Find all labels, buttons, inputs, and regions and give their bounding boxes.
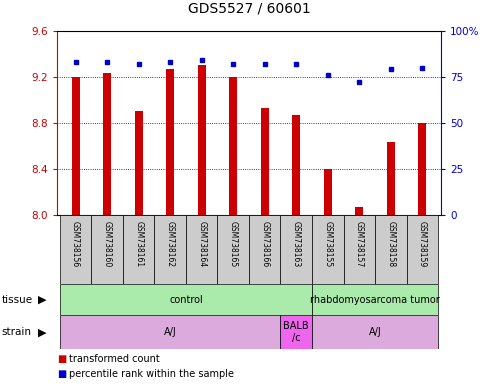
Bar (281, 215, 312, 284)
Bar (249, 215, 281, 284)
Bar (60, 315, 281, 349)
Bar (198, 65, 206, 215)
Bar (312, 315, 438, 349)
Bar (60, 284, 312, 315)
Bar (375, 215, 407, 284)
Text: GSM738155: GSM738155 (323, 220, 332, 267)
Text: strain: strain (1, 327, 32, 337)
Bar (135, 111, 142, 215)
Text: BALB
/c: BALB /c (283, 321, 309, 343)
Text: A/J: A/J (164, 327, 176, 337)
Text: GDS5527 / 60601: GDS5527 / 60601 (188, 2, 310, 15)
Text: A/J: A/J (369, 327, 382, 337)
Bar (344, 215, 375, 284)
Text: rhabdomyosarcoma tumor: rhabdomyosarcoma tumor (310, 295, 440, 305)
Bar (154, 215, 186, 284)
Bar (387, 142, 395, 215)
Bar (324, 169, 332, 215)
Text: GSM738156: GSM738156 (71, 220, 80, 267)
Bar (229, 77, 237, 215)
Bar (312, 215, 344, 284)
Text: GSM738166: GSM738166 (260, 220, 269, 267)
Bar (355, 207, 363, 215)
Bar (281, 315, 312, 349)
Bar (91, 215, 123, 284)
Bar (261, 108, 269, 215)
Text: ■: ■ (57, 354, 66, 364)
Text: GSM738161: GSM738161 (134, 220, 143, 267)
Text: ▶: ▶ (38, 295, 47, 305)
Bar (103, 73, 111, 215)
Bar (71, 77, 79, 215)
Bar (217, 215, 249, 284)
Bar (123, 215, 154, 284)
Bar (166, 69, 174, 215)
Text: percentile rank within the sample: percentile rank within the sample (69, 369, 234, 379)
Text: GSM738158: GSM738158 (387, 220, 395, 267)
Text: tissue: tissue (1, 295, 33, 305)
Text: GSM738165: GSM738165 (229, 220, 238, 267)
Text: GSM738159: GSM738159 (418, 220, 427, 267)
Text: GSM738160: GSM738160 (103, 220, 111, 267)
Text: ■: ■ (57, 369, 66, 379)
Text: GSM738162: GSM738162 (166, 220, 175, 267)
Text: GSM738157: GSM738157 (355, 220, 364, 267)
Bar (312, 284, 438, 315)
Text: transformed count: transformed count (69, 354, 160, 364)
Bar (407, 215, 438, 284)
Bar (292, 115, 300, 215)
Text: ▶: ▶ (38, 327, 47, 337)
Text: GSM738164: GSM738164 (197, 220, 206, 267)
Text: control: control (169, 295, 203, 305)
Bar (419, 123, 426, 215)
Text: GSM738163: GSM738163 (292, 220, 301, 267)
Bar (60, 215, 91, 284)
Bar (186, 215, 217, 284)
